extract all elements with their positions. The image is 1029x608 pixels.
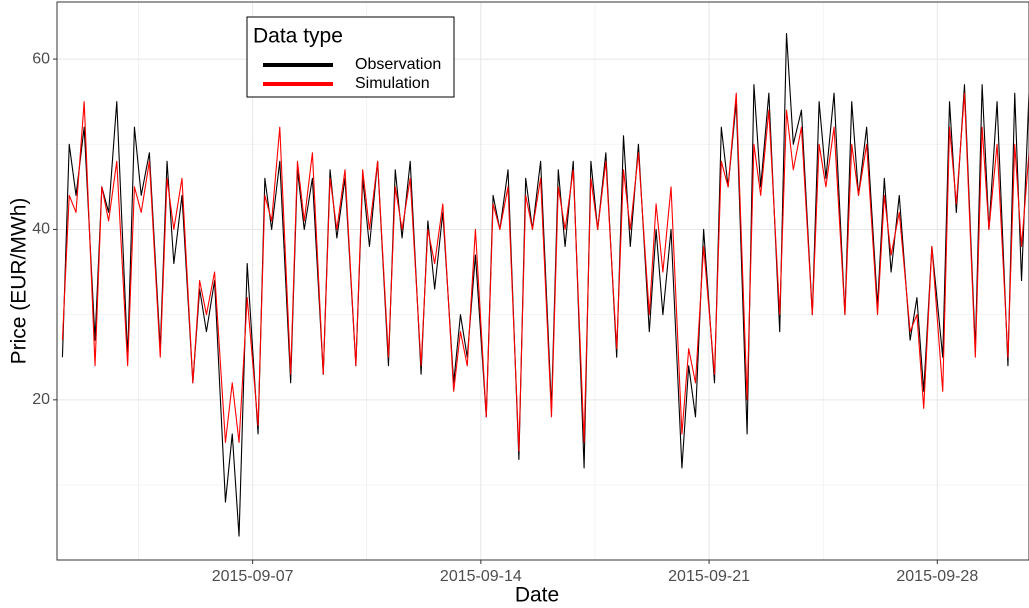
- x-tick-label: 2015-09-21: [668, 568, 750, 585]
- x-tick-label: 2015-09-14: [440, 568, 522, 585]
- plot-border: [56, 1, 1029, 561]
- series-line: [61, 92, 1029, 452]
- x-axis-label: Date: [515, 584, 559, 607]
- x-tick-label: 2015-09-28: [896, 568, 978, 585]
- y-tick-label: 20: [32, 391, 50, 408]
- plot-background: [57, 2, 1029, 560]
- series-line: [61, 32, 1029, 537]
- y-tick-label: 40: [32, 221, 50, 238]
- x-tick-label: 2015-09-07: [212, 568, 294, 585]
- legend-label: Observation: [355, 56, 441, 73]
- y-axis-label: Price (EUR/MWh): [8, 198, 31, 365]
- legend-title: Data type: [253, 25, 343, 48]
- legend-label: Simulation: [355, 75, 430, 92]
- y-tick-label: 60: [32, 50, 50, 67]
